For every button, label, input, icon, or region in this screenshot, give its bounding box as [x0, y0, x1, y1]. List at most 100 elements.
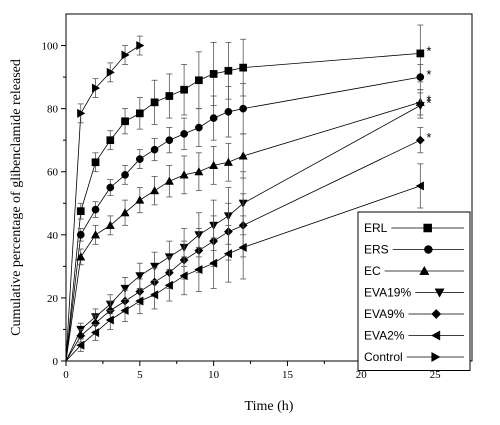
data-point: [135, 296, 144, 306]
legend-marker: [431, 351, 441, 363]
series-erl: *: [65, 24, 431, 362]
data-point: [91, 158, 100, 167]
data-point: [224, 107, 233, 116]
data-point: [76, 230, 85, 239]
plot-area: [65, 13, 473, 362]
legend-marker: [423, 223, 432, 233]
data-point: [105, 220, 115, 229]
series-eva2-: [65, 163, 424, 362]
x-tick-label: 0: [63, 369, 69, 381]
data-point: [180, 85, 188, 94]
data-point: [239, 63, 248, 72]
data-point: [224, 66, 233, 75]
data-point: [195, 123, 203, 132]
legend-label: EVA9%: [364, 307, 405, 321]
data-point: [149, 290, 159, 300]
data-point: [194, 167, 204, 176]
x-tick-label: 20: [356, 369, 368, 381]
data-point: [415, 101, 425, 111]
data-point: [90, 230, 101, 239]
legend-label: Control: [364, 350, 403, 364]
legend-marker: [419, 265, 430, 275]
data-point: [194, 264, 203, 275]
y-tick-label: 0: [53, 356, 59, 368]
legend-label: EC: [364, 264, 381, 278]
data-point: [105, 315, 114, 325]
y-axis-title: Cumulative percentage of glibenclamide r…: [9, 59, 24, 336]
legend-marker: [431, 330, 441, 341]
data-point: [165, 136, 174, 145]
legend-marker: [424, 245, 433, 254]
data-point: [415, 135, 425, 145]
legend-marker: [431, 309, 442, 319]
data-point: [106, 136, 115, 145]
data-point: [238, 242, 247, 253]
data-point: [90, 328, 100, 338]
series-layer: *****: [65, 24, 431, 362]
legend-entry: ERL: [364, 221, 464, 235]
data-point: [208, 258, 218, 268]
data-point: [180, 130, 188, 138]
data-point: [121, 117, 129, 126]
data-point: [121, 50, 130, 60]
data-point: [135, 155, 144, 163]
y-tick-label: 100: [42, 41, 59, 53]
series-line: [65, 45, 141, 362]
data-point: [179, 271, 188, 281]
data-point: [209, 160, 219, 169]
y-tick-label: 60: [47, 167, 59, 179]
data-point: [135, 109, 144, 118]
data-point: [106, 67, 115, 77]
data-point: [209, 114, 218, 122]
legend: ERL ERS EC EVA19% EVA9% EVA2% Control: [357, 211, 471, 371]
y-tick-label: 40: [47, 230, 59, 242]
legend-entry: ERS: [364, 243, 464, 257]
data-point: [239, 104, 248, 113]
legend-marker: [434, 288, 445, 298]
legend-entry: EVA19%: [364, 286, 464, 300]
data-point: [164, 176, 174, 185]
data-point: [165, 92, 174, 100]
data-point: [136, 40, 145, 51]
legend-entry: EVA9%: [364, 307, 464, 321]
x-tick-label: 5: [137, 369, 143, 381]
data-point: [76, 252, 86, 261]
data-point: [415, 181, 424, 191]
data-point: [164, 280, 173, 290]
data-point: [120, 208, 130, 217]
legend-box: [357, 211, 471, 371]
significance-marker: *: [426, 130, 431, 145]
legend-entry: Control: [364, 350, 464, 364]
data-point: [121, 171, 129, 179]
data-point: [416, 49, 425, 58]
legend-entry: EVA2%: [364, 329, 464, 343]
data-point: [150, 145, 159, 154]
x-tick-label: 10: [208, 369, 220, 381]
data-point: [150, 98, 159, 107]
data-point: [76, 340, 85, 350]
legend-label: ERS: [364, 243, 389, 257]
data-point: [106, 183, 115, 192]
data-point: [76, 207, 85, 216]
x-tick-label: 25: [430, 369, 442, 381]
legend-entry: EC: [364, 264, 464, 278]
data-point: [77, 108, 86, 118]
significance-marker: *: [426, 67, 431, 82]
data-point: [223, 249, 232, 259]
data-point: [209, 70, 218, 78]
y-tick-label: 20: [47, 293, 59, 305]
series-ec: *: [65, 89, 431, 362]
x-tick-label: 15: [282, 369, 294, 381]
data-point: [120, 284, 130, 294]
significance-marker: *: [426, 95, 431, 110]
data-point: [135, 195, 145, 204]
plot-frame: [65, 13, 473, 362]
significance-marker: *: [426, 43, 431, 58]
significance-marker: *: [426, 92, 431, 107]
y-tick-label: 80: [47, 104, 59, 116]
data-point: [195, 76, 203, 85]
data-point: [238, 151, 248, 160]
data-point: [120, 305, 129, 316]
data-point: [91, 83, 101, 93]
